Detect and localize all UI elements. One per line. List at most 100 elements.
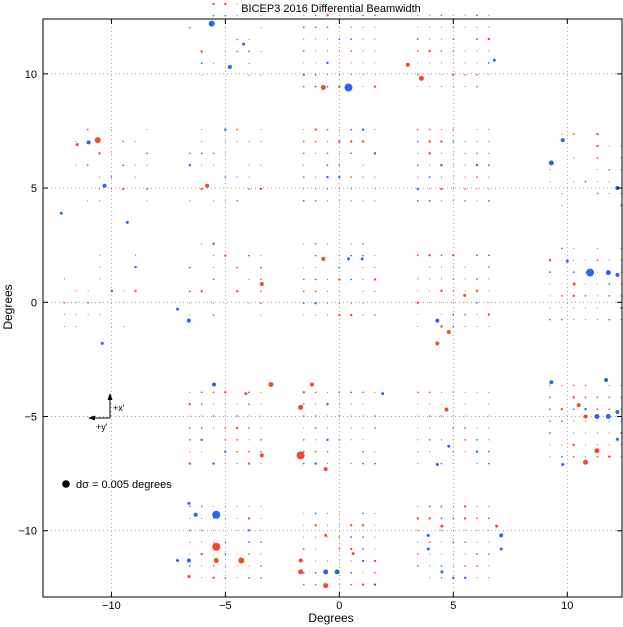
beam-marker: [362, 314, 364, 316]
beam-marker: [75, 140, 77, 143]
beam-marker-large: [435, 341, 440, 346]
beam-marker: [200, 62, 203, 65]
beam-marker: [338, 200, 340, 202]
beam-marker: [440, 576, 443, 579]
beam-marker: [417, 403, 419, 405]
beam-marker: [573, 157, 575, 159]
beam-marker: [572, 384, 575, 387]
beam-marker-large: [298, 558, 303, 563]
beam-marker: [326, 391, 329, 393]
beam-marker: [596, 181, 598, 183]
beam-marker: [99, 302, 101, 304]
beam-marker: [134, 265, 137, 269]
beam-marker: [302, 415, 305, 417]
beam-marker: [440, 278, 443, 280]
beam-marker-large: [309, 382, 314, 387]
beam-marker: [350, 188, 352, 190]
beam-marker: [326, 524, 329, 526]
beam-marker: [417, 278, 419, 280]
beam-marker: [350, 128, 353, 131]
beam-marker: [338, 74, 340, 76]
beam-marker: [236, 140, 238, 143]
beam-marker: [200, 391, 203, 394]
beam-marker: [338, 512, 340, 514]
beam-marker: [362, 164, 364, 166]
beam-marker: [464, 565, 467, 567]
beam-marker: [236, 463, 238, 465]
beam-marker: [212, 314, 215, 316]
beam-marker: [464, 427, 467, 429]
beam-marker: [488, 462, 490, 465]
beam-marker: [338, 38, 341, 40]
beam-marker: [608, 384, 610, 386]
beam-marker: [440, 152, 443, 154]
beam-marker: [326, 314, 329, 316]
beam-marker: [303, 427, 305, 429]
beam-marker: [428, 505, 431, 508]
beam-marker: [260, 576, 262, 579]
beam-marker: [463, 576, 467, 580]
beam-marker-large: [298, 404, 304, 410]
beam-marker-large: [211, 382, 216, 387]
beam-marker: [620, 295, 622, 297]
beam-marker: [188, 462, 192, 465]
beam-marker: [338, 584, 340, 586]
beam-marker: [224, 176, 227, 178]
beam-marker: [596, 396, 599, 399]
beam-marker: [362, 176, 364, 178]
beam-marker: [362, 572, 364, 574]
beam-marker: [314, 302, 317, 305]
beam-marker: [429, 86, 431, 88]
beam-marker: [476, 517, 478, 520]
beam-marker: [488, 200, 490, 202]
beam-marker: [146, 164, 148, 166]
beam-marker: [260, 415, 262, 417]
beam-marker: [338, 129, 340, 131]
beam-marker: [549, 318, 551, 321]
beam-marker: [452, 26, 455, 29]
y-tick-label: 10: [25, 69, 37, 81]
beam-marker: [302, 176, 305, 178]
beam-marker: [350, 278, 353, 281]
beam-marker: [236, 128, 239, 131]
beam-marker: [584, 283, 587, 285]
x-prime-label: +x': [113, 403, 125, 413]
beam-marker: [201, 415, 203, 417]
beam-marker: [452, 86, 454, 88]
beam-marker: [349, 547, 353, 551]
beam-marker: [338, 26, 340, 28]
beam-marker: [146, 152, 148, 155]
x-tick-label: −10: [102, 600, 121, 612]
beam-marker: [122, 164, 125, 167]
beam-marker: [201, 140, 203, 143]
beam-marker: [452, 290, 455, 292]
beam-marker: [326, 278, 329, 280]
beam-marker: [326, 302, 329, 304]
beam-marker: [315, 176, 317, 178]
beam-marker: [200, 187, 203, 191]
beam-marker: [596, 444, 598, 446]
beam-marker: [452, 565, 454, 567]
beam-marker: [188, 402, 192, 406]
beam-marker: [429, 164, 431, 166]
beam-marker: [302, 140, 305, 143]
beam-marker: [302, 548, 305, 550]
beam-marker: [584, 408, 587, 411]
beam-marker: [314, 450, 317, 453]
beam-marker: [561, 192, 563, 195]
beam-marker: [440, 403, 443, 405]
beam-marker: [224, 2, 227, 6]
beam-marker: [452, 176, 454, 178]
beam-marker: [236, 553, 238, 555]
beam-marker: [416, 50, 419, 52]
beam-marker: [440, 86, 443, 88]
beam-marker: [440, 26, 443, 28]
beam-marker: [201, 577, 203, 579]
beam-marker: [338, 14, 340, 16]
beam-marker: [75, 164, 77, 166]
beam-marker: [476, 314, 478, 316]
beam-marker: [248, 62, 250, 64]
beam-marker: [476, 463, 478, 465]
beam-marker: [417, 325, 419, 328]
beam-marker: [452, 450, 455, 453]
